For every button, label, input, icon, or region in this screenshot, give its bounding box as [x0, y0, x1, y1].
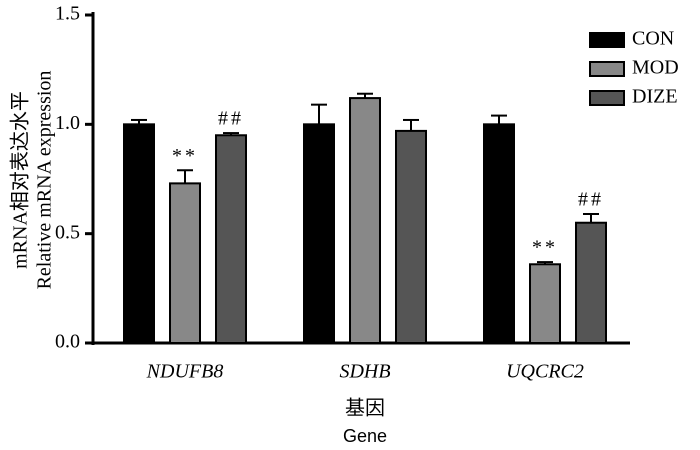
annotation: ##	[578, 189, 604, 211]
legend-swatch	[589, 90, 625, 106]
annotation: ##	[218, 108, 244, 130]
bar	[395, 129, 427, 344]
y-tick-label: 0.0	[55, 331, 80, 353]
y-axis-label: mRNA相对表达水平	[9, 91, 32, 269]
legend-swatch	[589, 61, 625, 77]
bar	[215, 134, 247, 344]
x-tick-label: NDUFB8	[146, 361, 224, 383]
bar	[123, 123, 155, 345]
bar	[349, 97, 381, 344]
y-tick-label: 1.0	[55, 112, 80, 134]
bar	[575, 221, 607, 345]
bar	[169, 182, 201, 344]
x-axis-label: Gene	[343, 426, 387, 446]
bar	[483, 123, 515, 345]
x-tick-label: UQCRC2	[506, 361, 584, 383]
annotation: **	[532, 237, 558, 259]
legend-swatch	[589, 32, 625, 48]
y-tick-label: 1.5	[55, 3, 80, 25]
legend-label: MOD	[632, 57, 679, 79]
y-axis-label: Relative mRNA expression	[34, 71, 56, 290]
legend-label: CON	[632, 28, 674, 50]
x-axis-label: 基因	[345, 397, 385, 420]
bar	[303, 123, 335, 345]
x-tick-label: SDHB	[339, 361, 390, 383]
legend-label: DIZE	[632, 86, 678, 108]
annotation: **	[172, 145, 198, 167]
y-tick-label: 0.5	[55, 221, 80, 243]
bar	[529, 263, 561, 344]
